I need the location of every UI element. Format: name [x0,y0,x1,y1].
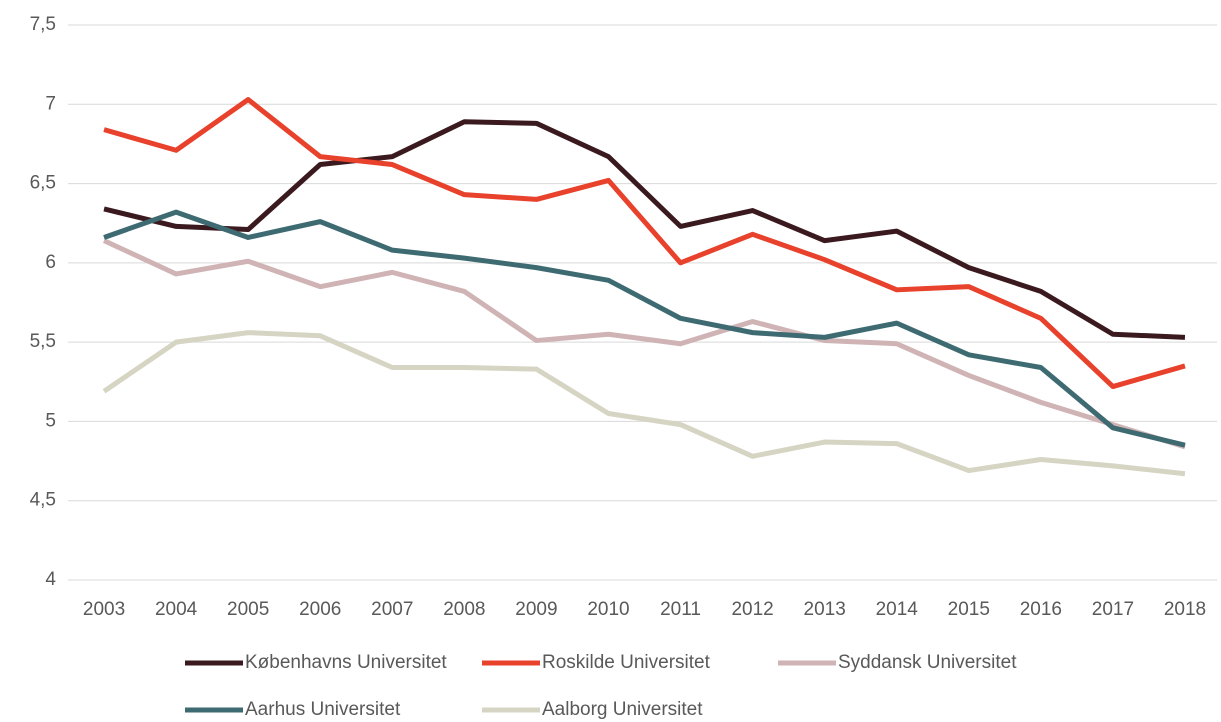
x-tick-label: 2011 [660,599,701,620]
x-tick-label: 2009 [515,599,557,620]
x-tick-label: 2013 [804,599,846,620]
y-tick-label: 6 [45,252,56,273]
legend-label: Roskilde Universitet [542,652,711,673]
y-tick-label: 7 [45,93,56,114]
x-tick-label: 2012 [731,599,773,620]
legend-label: Aalborg Universitet [542,699,703,720]
x-tick-label: 2008 [443,599,485,620]
legend-label: Syddansk Universitet [838,652,1017,673]
x-tick-label: 2003 [83,599,125,620]
y-tick-label: 4 [45,569,56,590]
legend-label: Københavns Universitet [245,652,447,673]
y-tick-label: 4,5 [30,490,56,511]
y-tick-label: 6,5 [30,173,56,194]
x-tick-label: 2007 [371,599,413,620]
x-tick-label: 2010 [587,599,629,620]
legend-label: Aarhus Universitet [245,699,401,720]
x-tick-label: 2005 [227,599,269,620]
y-tick-label: 5 [45,410,56,431]
y-tick-label: 5,5 [30,331,56,352]
series-line [102,330,1186,477]
y-tick-label: 7,5 [30,14,56,35]
x-tick-label: 2016 [1020,599,1062,620]
x-tick-label: 2017 [1092,599,1134,620]
series-line [103,209,1186,448]
x-tick-label: 2015 [948,599,990,620]
x-tick-label: 2018 [1164,599,1206,620]
x-tick-label: 2006 [299,599,341,620]
series-line [103,97,1186,390]
x-tick-label: 2004 [155,599,198,620]
series-line [103,119,1186,340]
x-tick-label: 2014 [876,599,919,620]
series-line [102,238,1186,450]
